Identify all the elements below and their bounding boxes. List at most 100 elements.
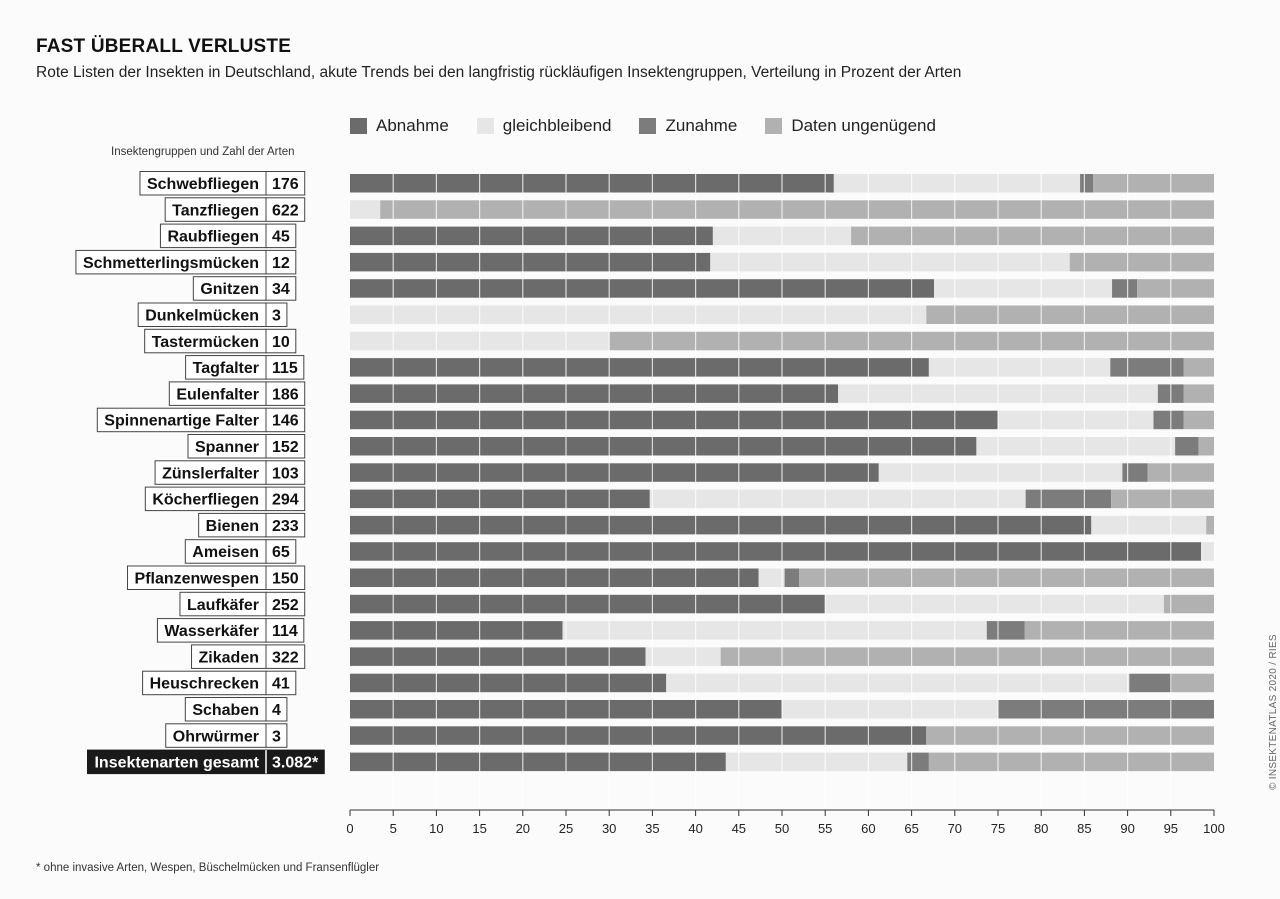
row-count: 103	[272, 465, 299, 482]
bar-segment-abnahme	[350, 542, 1202, 561]
row-count-box	[265, 197, 306, 222]
row-count: 45	[272, 229, 290, 246]
row-label: Schmetterlingsmücken	[83, 255, 259, 272]
row-label: Gnitzen	[200, 281, 259, 298]
x-tick-label: 5	[390, 821, 397, 836]
legend-swatch-gleichbleibend	[476, 118, 494, 134]
bar-segment-daten-ungenuegend	[1183, 358, 1214, 377]
bar-segment-zunahme	[784, 568, 800, 587]
bar-segment-daten-ungenuegend	[1024, 621, 1214, 640]
row-label: Tanzfliegen	[172, 202, 259, 219]
row-count-box	[265, 381, 306, 406]
column-header: Insektengruppen und Zahl der Arten	[111, 146, 295, 158]
x-tick-label: 75	[991, 821, 1005, 836]
row-count-box	[265, 407, 306, 433]
bar-segment-daten-ungenuegend	[380, 200, 1214, 219]
legend-label-gleichbleibend: gleichbleibend	[502, 116, 612, 135]
legend-label-daten-ungenuegend: Daten ungenügend	[791, 116, 936, 135]
bar-segment-abnahme	[350, 568, 759, 587]
row-count-box	[265, 328, 297, 354]
row-count-box	[265, 434, 306, 459]
row-count-box	[265, 223, 297, 249]
bar-segment-daten-ungenuegend	[851, 226, 1214, 246]
x-tick-label: 85	[1077, 821, 1091, 836]
bar-segment-zunahme	[1110, 358, 1184, 377]
row-label: Bienen	[206, 518, 259, 535]
row-count: 114	[272, 623, 298, 640]
row-label: Ameisen	[192, 544, 259, 561]
row-label: Spinnenartige Falter	[104, 413, 259, 430]
row-count: 3	[272, 308, 281, 325]
row-label: Pflanzenwespen	[135, 571, 259, 588]
bar-segment-daten-ungenuegend	[799, 568, 1214, 587]
bar-segment-abnahme	[350, 673, 667, 693]
bar-segment-gleichbleibend	[782, 700, 998, 719]
bar-segment-abnahme	[350, 752, 726, 772]
row-count: 4	[272, 702, 281, 719]
bar-segment-zunahme	[1175, 437, 1199, 456]
row-count: 252	[272, 597, 299, 614]
row-label: Tastermücken	[152, 334, 259, 351]
row-label: Insektenarten gesamt	[94, 755, 259, 772]
row-count-box	[265, 486, 306, 512]
bar-segment-abnahme	[350, 463, 879, 482]
legend-swatch-abnahme	[350, 118, 367, 134]
row-count-box	[265, 565, 306, 590]
bar-segment-daten-ungenuegend	[1069, 252, 1214, 272]
row-label: Köcherfliegen	[152, 492, 259, 509]
x-tick-label: 80	[1034, 821, 1048, 836]
row-label: Schwebfliegen	[147, 176, 259, 193]
bar-segment-gleichbleibend	[725, 752, 908, 772]
bar-segment-gleichbleibend	[666, 673, 1130, 693]
bar-segment-abnahme	[350, 647, 646, 666]
bar-segment-gleichbleibend	[825, 594, 1164, 614]
bar-segment-zunahme	[1080, 174, 1094, 193]
legend-swatch-daten-ungenuegend	[765, 118, 783, 134]
row-label: Spanner	[195, 439, 259, 456]
row-count: 322	[272, 649, 299, 666]
row-count: 152	[272, 439, 299, 456]
x-tick-label: 60	[861, 821, 875, 836]
x-tick-label: 45	[732, 821, 746, 836]
row-count: 186	[272, 386, 299, 403]
row-count-box	[265, 302, 288, 327]
x-tick-label: 95	[1164, 821, 1178, 836]
legend-swatch-zunahme	[639, 118, 657, 134]
legend-label-zunahme: Zunahme	[665, 116, 738, 135]
bar-segment-daten-ungenuegend	[928, 752, 1214, 772]
bar-segment-abnahme	[350, 515, 1092, 535]
row-count-box	[265, 723, 288, 748]
bar-segment-abnahme	[350, 489, 650, 509]
bar-segment-gleichbleibend	[928, 358, 1111, 377]
bar-segment-daten-ungenuegend	[1171, 673, 1214, 693]
bar-segment-gleichbleibend	[976, 437, 1176, 456]
row-label: Tagfalter	[193, 360, 259, 377]
row-count-box	[265, 512, 306, 538]
bar-segment-daten-ungenuegend	[1183, 410, 1214, 430]
x-tick-label: 70	[948, 821, 962, 836]
bar-segment-abnahme	[350, 252, 711, 272]
row-count: 294	[272, 492, 299, 509]
bar-segment-daten-ungenuegend	[1163, 594, 1214, 614]
bar-segment-gleichbleibend	[758, 568, 785, 587]
x-tick-label: 15	[472, 821, 486, 836]
row-count-box	[265, 591, 306, 617]
bar-segment-zunahme	[1129, 673, 1172, 693]
row-count: 176	[272, 176, 299, 193]
bar-segment-abnahme	[350, 279, 935, 298]
bar-segment-daten-ungenuegend	[1183, 384, 1214, 403]
bar-segment-zunahme	[1025, 489, 1112, 509]
legend-item-abnahme: Abnahme	[350, 116, 449, 136]
row-count-box	[265, 276, 297, 301]
bar-segment-zunahme	[1153, 410, 1184, 430]
row-count: 115	[272, 360, 298, 377]
row-count: 3	[272, 728, 281, 745]
x-tick-label: 30	[602, 821, 616, 836]
bar-segment-gleichbleibend	[562, 621, 987, 640]
bar-segment-daten-ungenuegend	[1093, 174, 1214, 193]
row-label: Zikaden	[199, 649, 259, 666]
row-count: 233	[272, 518, 299, 535]
x-tick-label: 90	[1120, 821, 1134, 836]
